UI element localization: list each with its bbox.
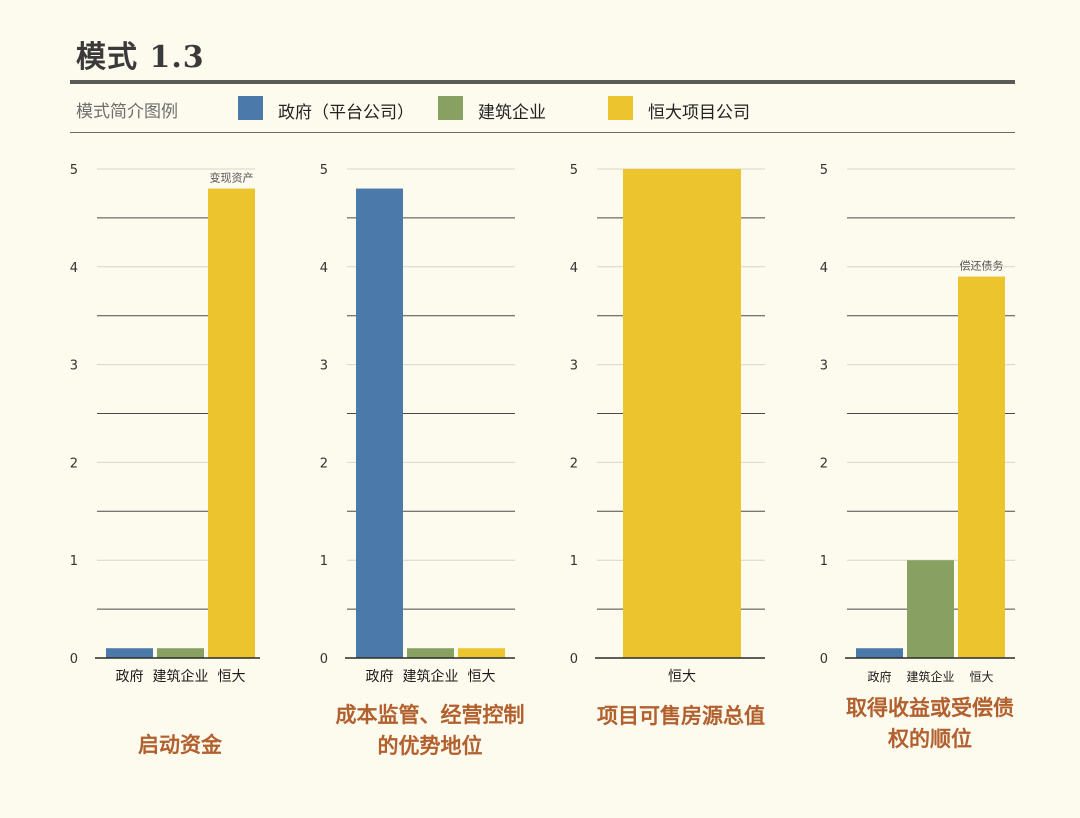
chart2-ytick-label: 1 — [320, 554, 328, 569]
title-divider — [70, 80, 1015, 84]
chart2-category-label: 恒大 — [468, 669, 496, 685]
chart2-ytick-label: 3 — [320, 359, 328, 374]
legend-label: 模式简介图例 — [76, 102, 178, 122]
chart3-caption: 项目可售房源总值 — [597, 704, 765, 728]
legend-swatch-construction — [438, 96, 463, 120]
chart1-ytick-label: 4 — [70, 261, 78, 276]
chart1-category-label: 政府 — [116, 669, 144, 685]
chart2-ytick-label: 5 — [320, 163, 328, 178]
legend-text-evergrande: 恒大项目公司 — [648, 103, 750, 123]
legend-swatch-evergrande — [608, 96, 633, 120]
chart3-category-label: 恒大 — [668, 669, 696, 685]
chart2-bar-1 — [356, 188, 403, 658]
chart1-bar-3 — [208, 188, 255, 658]
chart3-ytick-label: 3 — [570, 359, 578, 374]
chart1-ytick-label: 0 — [70, 652, 78, 667]
chart4-category-label: 政府 — [867, 669, 891, 684]
chart3-ytick-label: 0 — [570, 652, 578, 667]
chart4-category-label: 恒大 — [969, 670, 993, 684]
chart4-ytick-label: 3 — [820, 359, 828, 374]
chart2-ytick-label: 2 — [320, 456, 328, 471]
chart2-ytick-label: 4 — [320, 261, 328, 276]
chart1-annotation: 变现资产 — [210, 171, 254, 185]
chart3-ytick-label: 2 — [570, 456, 578, 471]
page-title: 模式 1.3 — [76, 40, 205, 75]
chart2-bar-3 — [458, 648, 505, 658]
chart4-ytick-label: 0 — [820, 652, 828, 667]
chart4-ytick-label: 4 — [820, 261, 828, 276]
chart1-ytick-label: 2 — [70, 456, 78, 471]
chart2-ytick-label: 0 — [320, 652, 328, 667]
chart4-category-label: 建筑企业 — [906, 669, 954, 684]
chart2-category-label: 政府 — [366, 669, 394, 685]
legend-text-government: 政府（平台公司） — [278, 103, 414, 123]
chart1-ytick-label: 1 — [70, 554, 78, 569]
chart4-caption: 取得收益或受偿债权的顺位 — [846, 696, 1014, 751]
chart1-category-label: 恒大 — [218, 669, 246, 685]
chart1-category-label: 建筑企业 — [153, 668, 209, 685]
chart2-caption: 成本监管、经营控制的优势地位 — [335, 703, 525, 758]
legend-text-construction: 建筑企业 — [478, 103, 546, 123]
chart1-ytick-label: 5 — [70, 163, 78, 178]
chart4-ytick-label: 2 — [820, 456, 828, 471]
chart3-bar-1 — [623, 169, 741, 658]
chart4-annotation: 偿还债务 — [960, 259, 1004, 273]
legend: 模式简介图例 政府（平台公司） 建筑企业 恒大项目公司 — [70, 88, 1015, 133]
legend-swatch-government — [238, 96, 263, 120]
chart3-ytick-label: 1 — [570, 554, 578, 569]
chart2-category-label: 建筑企业 — [403, 668, 459, 685]
chart4-ytick-label: 1 — [820, 554, 828, 569]
chart4-ytick-label: 5 — [820, 163, 828, 178]
chart3-ytick-label: 4 — [570, 261, 578, 276]
chart1-bar-2 — [157, 648, 204, 658]
chart4-bar-2 — [907, 560, 954, 658]
chart1-ytick-label: 3 — [70, 359, 78, 374]
chart1-bar-1 — [106, 648, 153, 658]
chart1-caption: 启动资金 — [138, 733, 222, 757]
chart4-bar-3 — [958, 276, 1005, 658]
chart4-bar-1 — [856, 648, 903, 658]
chart2-bar-2 — [407, 648, 454, 658]
chart3-ytick-label: 5 — [570, 163, 578, 178]
